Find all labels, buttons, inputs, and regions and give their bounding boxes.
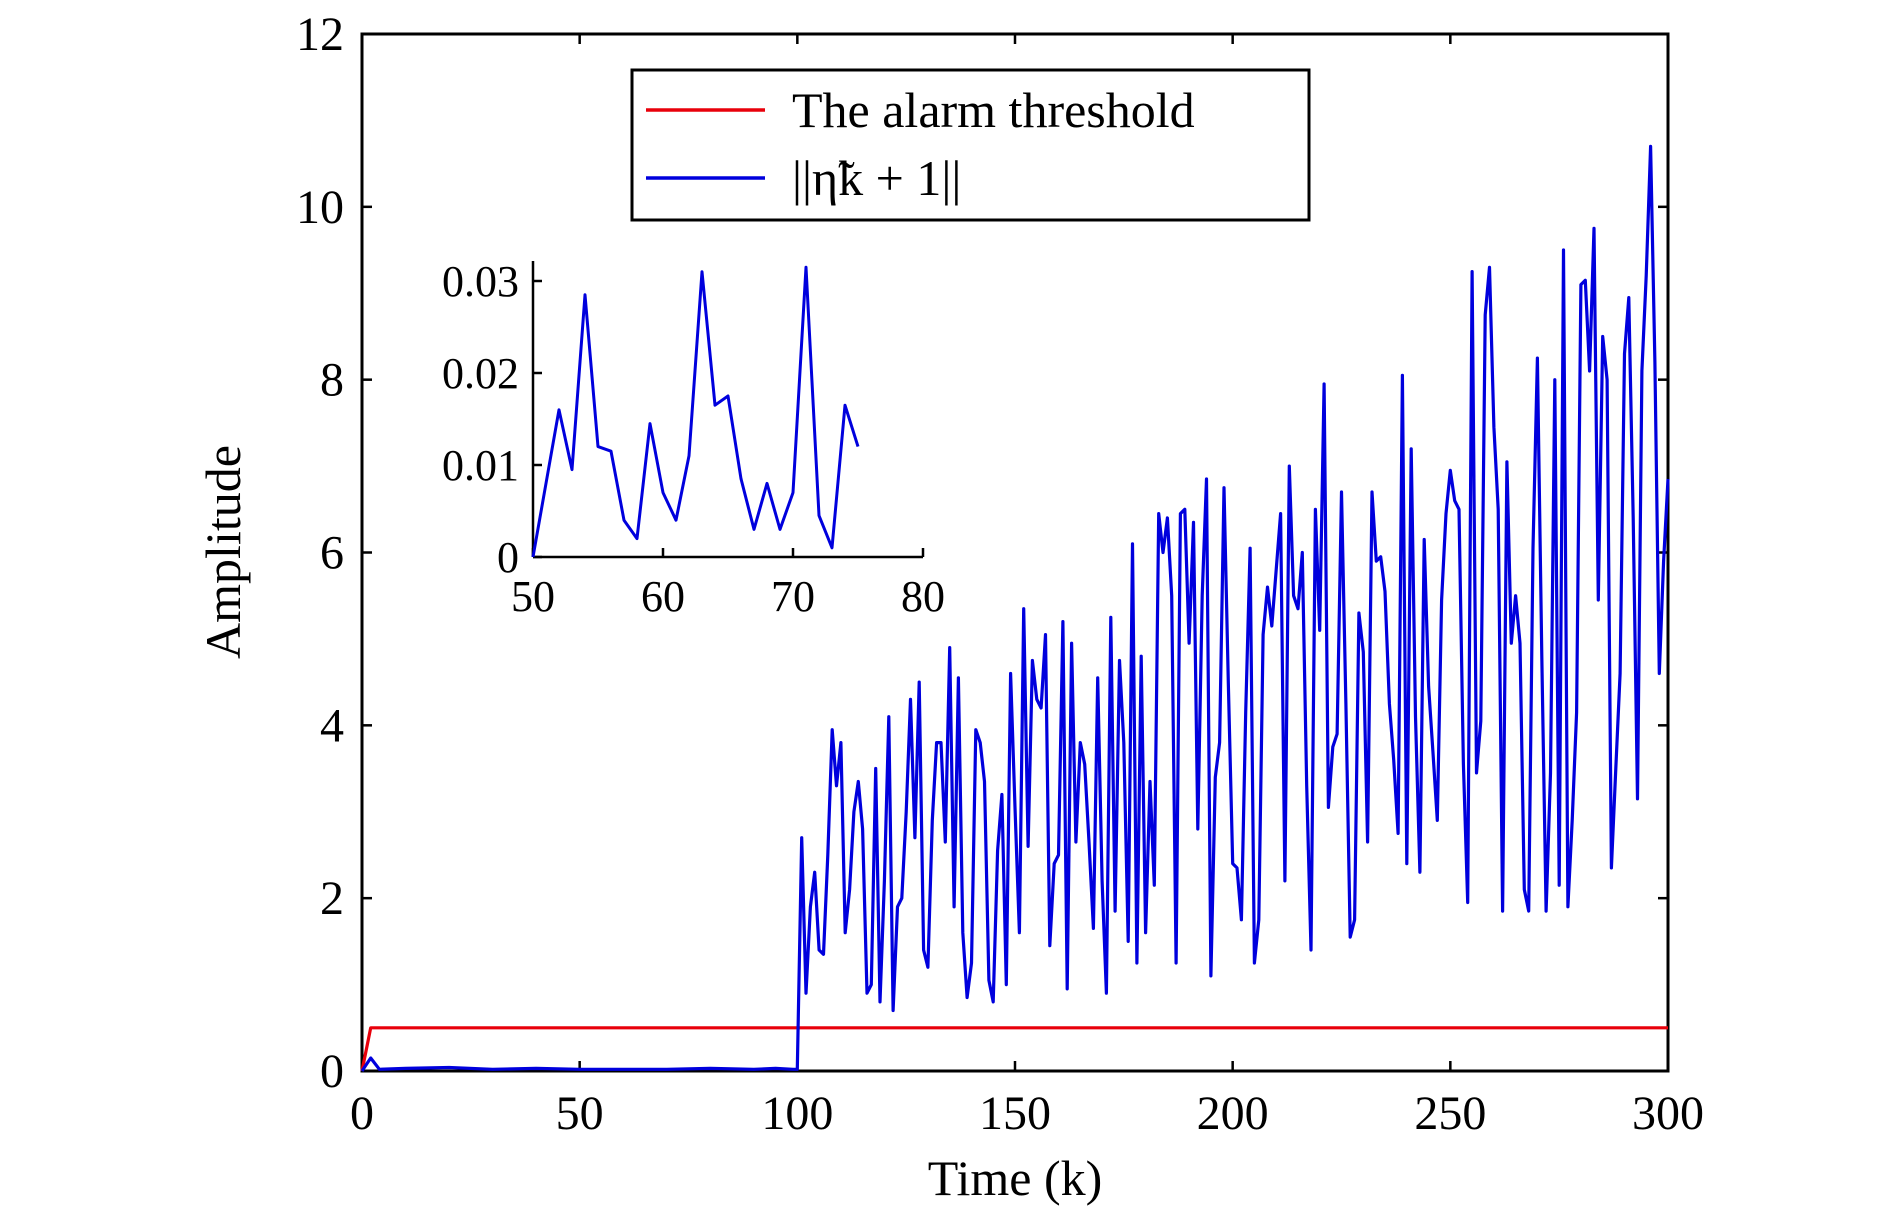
y-axis-title: Amplitude: [195, 445, 251, 659]
main-y-tick-label: 2: [320, 872, 344, 925]
main-y-tick-label: 0: [320, 1045, 344, 1098]
inset-x-tick-label: 80: [901, 572, 945, 621]
inset-x-tick-label: 70: [771, 572, 815, 621]
main-x-tick-label: 100: [761, 1087, 833, 1140]
inset-y-tick-label: 0.01: [442, 441, 519, 490]
main-x-tick-label: 200: [1197, 1087, 1269, 1140]
main-x-tick-label: 0: [350, 1087, 374, 1140]
inset-y-tick-label: 0.02: [442, 349, 519, 398]
inset-x-tick-label: 50: [511, 572, 555, 621]
main-y-tick-label: 8: [320, 354, 344, 407]
main-y-tick-label: 6: [320, 527, 344, 580]
main-series-line-1: [360, 144, 1670, 1072]
main-x-tick-label: 50: [556, 1087, 604, 1140]
legend-label-eta: ||η̃k + 1||: [792, 150, 961, 206]
main-x-tick-label: 250: [1414, 1087, 1486, 1140]
main-y-tick-label: 12: [296, 8, 344, 61]
inset-x-tick-label: 60: [641, 572, 685, 621]
main-x-tick-label: 150: [979, 1087, 1051, 1140]
inset-y-tick-label: 0.03: [442, 257, 519, 306]
main-y-tick-label: 4: [320, 699, 344, 752]
main-series-lines: [360, 144, 1670, 1072]
main-y-tick-label: 10: [296, 181, 344, 234]
inset-series-lines: [531, 265, 860, 558]
legend-label-threshold: The alarm threshold: [792, 82, 1195, 138]
legend-box: [630, 68, 1311, 222]
inset-series-line-0: [531, 265, 860, 558]
main-series-line-0: [360, 1026, 1668, 1072]
inset-plot: 50 60 70 80 0 0.01 0.02 0.03: [442, 257, 945, 621]
x-axis-title: Time (k): [928, 1150, 1103, 1206]
legend: The alarm threshold ||η̃k + 1||: [630, 68, 1311, 222]
inset-axis-ticks: 50 60 70 80 0 0.01 0.02 0.03: [442, 257, 945, 621]
inset-y-tick-label: 0: [497, 533, 519, 582]
main-x-tick-label: 300: [1632, 1087, 1704, 1140]
